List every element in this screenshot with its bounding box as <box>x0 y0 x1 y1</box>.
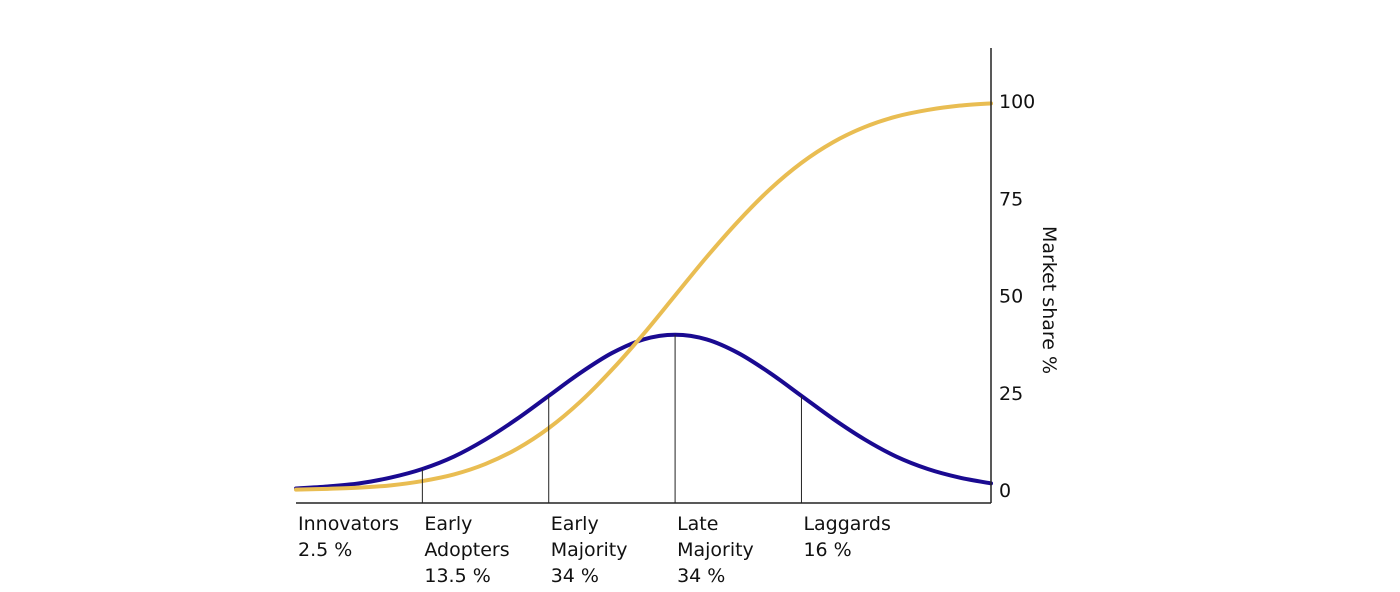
segment-dividers <box>421 334 802 503</box>
segment-share: 34 % <box>677 565 725 587</box>
segment-share: 13.5 % <box>424 565 490 587</box>
segment-name: Late <box>677 513 718 535</box>
segment-label: Early Majority 34 % <box>551 513 628 587</box>
segment-share: 34 % <box>551 565 599 587</box>
segment-label: Late Majority 34 % <box>677 513 754 587</box>
y-tick-label: 50 <box>999 286 1023 308</box>
segment-name: Early <box>551 513 599 535</box>
y-tick-labels: 0 25 50 75 100 <box>999 91 1035 502</box>
segment-name: Early <box>424 513 472 535</box>
cumulative-s-curve-line <box>294 101 993 492</box>
segment-share: 16 % <box>803 539 851 561</box>
segment-share: 2.5 % <box>298 539 352 561</box>
bell-curve-line <box>294 332 993 491</box>
y-axis-title: Market share % <box>1038 226 1060 374</box>
segment-labels: Innovators 2.5 % Early Adopters 13.5 % Early M… <box>298 513 891 587</box>
y-tick-label: 0 <box>999 480 1011 502</box>
y-tick-label: 25 <box>999 383 1023 405</box>
y-tick-label: 75 <box>999 188 1023 210</box>
segment-name: Majority <box>677 539 754 561</box>
segment-name: Innovators <box>298 513 399 535</box>
segment-label: Early Adopters 13.5 % <box>424 513 509 587</box>
series-layer <box>294 101 993 492</box>
segment-name: Laggards <box>803 513 890 535</box>
y-tick-label: 100 <box>999 91 1035 113</box>
segment-label: Laggards 16 % <box>803 513 890 561</box>
segment-label: Innovators 2.5 % <box>298 513 399 561</box>
segment-name: Adopters <box>424 539 509 561</box>
segment-name: Majority <box>551 539 628 561</box>
